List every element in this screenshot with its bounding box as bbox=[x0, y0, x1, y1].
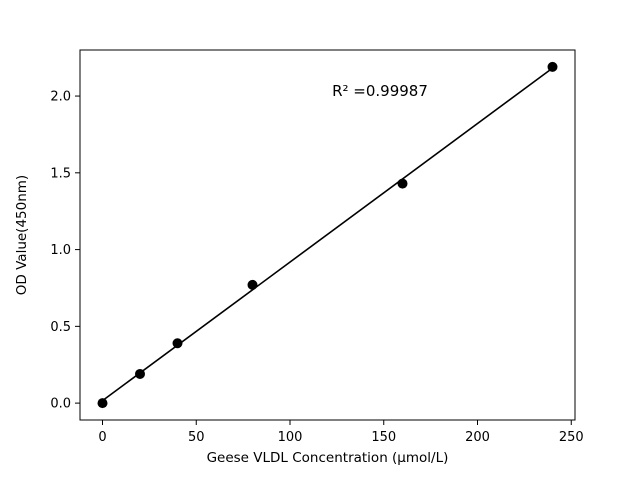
axes-frame bbox=[79, 49, 576, 421]
y-axis-label: OD Value(450nm) bbox=[14, 175, 30, 295]
data-point bbox=[97, 398, 108, 409]
data-point bbox=[135, 368, 145, 379]
x-tick-label: 250 bbox=[559, 430, 584, 445]
y-tick-label: 0.0 bbox=[50, 397, 71, 412]
x-axis-label: Geese VLDL Concentration (μmol/L) bbox=[207, 450, 449, 466]
data-point bbox=[172, 338, 183, 349]
data-point bbox=[247, 279, 258, 290]
y-tick-label: 2.0 bbox=[50, 90, 71, 105]
x-tick-label: 100 bbox=[278, 430, 303, 445]
data-point bbox=[547, 61, 558, 72]
y-tick-label: 1.5 bbox=[50, 166, 71, 181]
data-point bbox=[397, 178, 408, 189]
r-squared-annotation: R² =0.99987 bbox=[332, 82, 428, 100]
y-tick-label: 0.5 bbox=[50, 320, 71, 335]
x-tick-label: 150 bbox=[371, 430, 396, 445]
y-tick-label: 1.0 bbox=[50, 243, 71, 258]
x-tick-label: 50 bbox=[188, 430, 205, 445]
x-tick-label: 0 bbox=[98, 430, 106, 445]
x-tick-label: 200 bbox=[465, 430, 490, 445]
